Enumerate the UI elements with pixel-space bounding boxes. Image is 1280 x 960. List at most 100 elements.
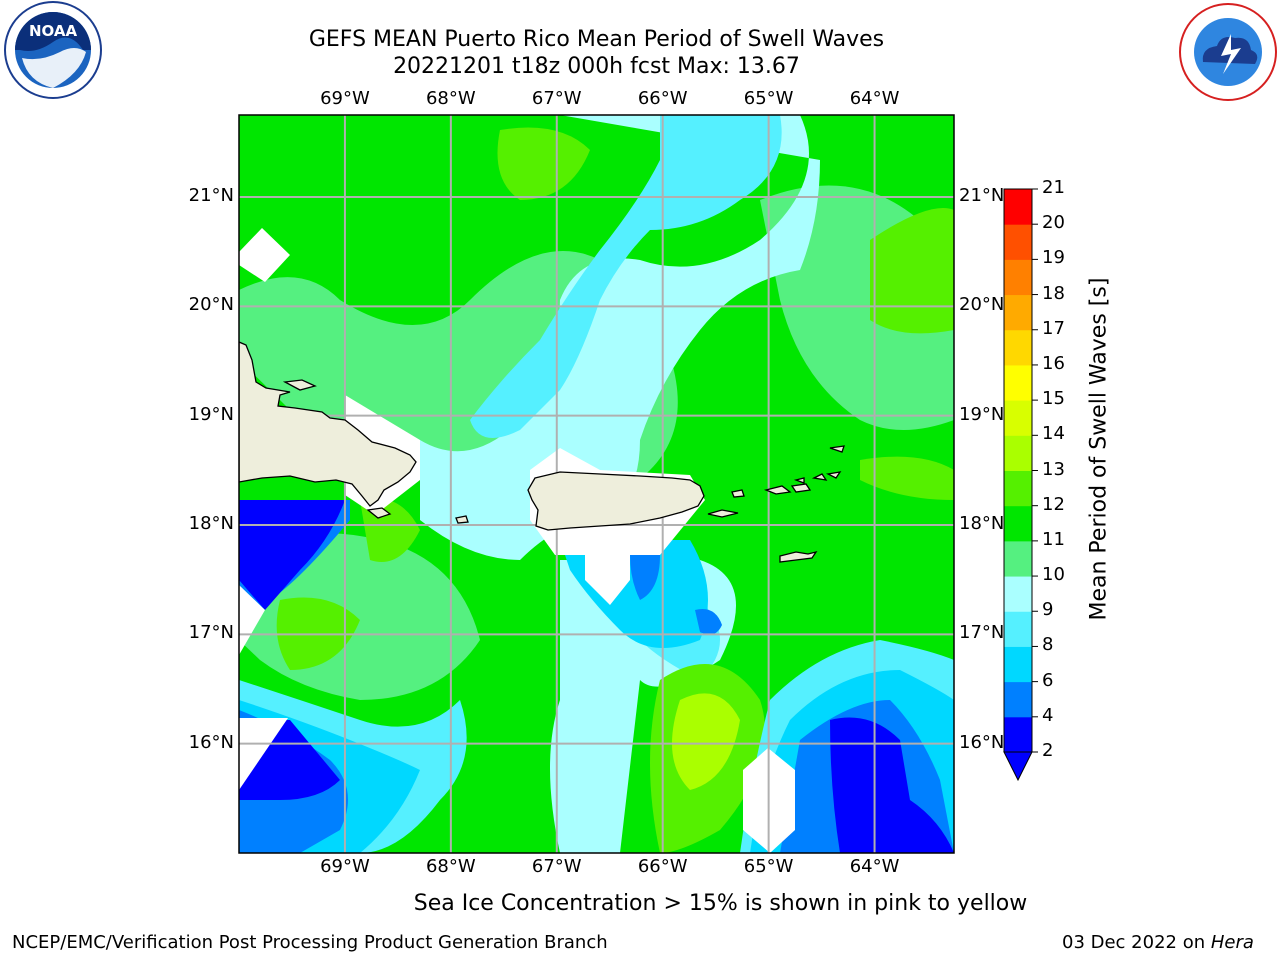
contour-region xyxy=(239,585,265,655)
colorbar-segment xyxy=(1004,364,1032,401)
colorbar-extend-min xyxy=(1003,751,1033,782)
colorbar-tick-label: 12 xyxy=(1042,493,1065,515)
lat-label-left: 20°N xyxy=(188,294,234,316)
hispaniola xyxy=(239,341,417,507)
colorbar-segment xyxy=(1004,611,1032,647)
colorbar-tick-label: 21 xyxy=(1042,177,1065,198)
colorbar-segment xyxy=(1004,646,1032,683)
contour-region xyxy=(239,228,290,282)
virgin-island xyxy=(790,483,812,493)
lon-label-bottom: 64°W xyxy=(849,856,900,877)
contour-region xyxy=(830,717,954,853)
lat-label-left: 19°N xyxy=(188,403,234,425)
date-text: 03 Dec 2022 on xyxy=(1062,932,1211,953)
lon-label-top: 67°W xyxy=(531,88,582,109)
lon-label-bottom: 65°W xyxy=(743,856,794,877)
contour-region xyxy=(239,500,345,610)
colorbar-tick-label: 18 xyxy=(1042,282,1065,304)
colorbar-tick-label: 9 xyxy=(1042,599,1054,621)
lat-label-right: 17°N xyxy=(959,622,1005,644)
contour-region xyxy=(630,555,660,600)
colorbar-segment xyxy=(1004,400,1032,436)
lat-label-left: 16°N xyxy=(188,731,234,753)
colorbar-segment xyxy=(1004,576,1032,612)
colorbar xyxy=(1003,188,1038,782)
contour-region xyxy=(672,693,740,790)
virgin-island xyxy=(829,445,845,453)
colorbar-tick-label: 14 xyxy=(1042,423,1065,445)
colorbar-tick-label: 17 xyxy=(1042,317,1065,339)
lon-label-top: 66°W xyxy=(637,88,688,109)
nws-logo xyxy=(1179,3,1277,101)
virgin-island xyxy=(763,485,792,495)
lon-label-top: 64°W xyxy=(849,88,900,109)
land-masses xyxy=(239,341,845,563)
lon-label-top: 68°W xyxy=(425,88,476,109)
puerto-rico xyxy=(527,471,705,531)
colorbar-tick-label: 4 xyxy=(1042,704,1054,726)
colorbar-tick-label: 11 xyxy=(1042,528,1065,550)
virgin-island xyxy=(811,473,828,481)
virgin-island xyxy=(793,477,805,484)
lat-label-left: 21°N xyxy=(188,185,234,206)
lat-label-right: 21°N xyxy=(959,185,1005,206)
contour-region xyxy=(695,609,722,635)
colorbar-segment xyxy=(1004,540,1032,577)
colorbar-segment xyxy=(1004,189,1032,225)
st-croix-island xyxy=(779,550,818,563)
colorbar-tick-label: 10 xyxy=(1042,564,1065,586)
date-stamp: 03 Dec 2022 on Hera xyxy=(1062,932,1254,953)
lon-label-bottom: 66°W xyxy=(637,856,688,877)
contour-region xyxy=(239,718,288,790)
credit-text: NCEP/EMC/Verification Post Processing Pr… xyxy=(12,932,608,953)
colorbar-tick-label: 6 xyxy=(1042,669,1054,691)
lat-label-right: 16°N xyxy=(959,731,1005,753)
colorbar-segment xyxy=(1004,505,1032,542)
map-frame xyxy=(238,114,955,854)
colorbar-tick-label: 15 xyxy=(1042,388,1065,410)
host-name: Hera xyxy=(1210,932,1254,953)
colorbar-tick-label: 19 xyxy=(1042,247,1065,269)
lat-label-right: 20°N xyxy=(959,294,1005,316)
chart-title: GEFS MEAN Puerto Rico Mean Period of Swe… xyxy=(308,27,885,52)
svg-text:NOAA: NOAA xyxy=(29,22,78,40)
contour-region xyxy=(870,208,954,334)
colorbar-label: Mean Period of Swell Waves [s] xyxy=(1086,277,1112,621)
contour-region xyxy=(470,115,782,438)
saona-island xyxy=(366,507,392,519)
lon-label-bottom: 67°W xyxy=(531,856,582,877)
contour-region xyxy=(420,115,820,560)
lat-label-left: 17°N xyxy=(188,622,234,644)
lon-label-top: 69°W xyxy=(320,88,370,109)
tortuga-island xyxy=(282,379,317,391)
virgin-island xyxy=(825,471,842,479)
lat-label-left: 18°N xyxy=(188,513,234,534)
vieques-island xyxy=(707,509,739,518)
lat-label-right: 19°N xyxy=(959,403,1005,425)
culebra-island xyxy=(731,489,745,498)
colorbar-segment xyxy=(1004,329,1032,366)
mona-island xyxy=(455,515,469,524)
colorbar-tick-label: 13 xyxy=(1042,458,1065,480)
colorbar-tick-label: 16 xyxy=(1042,352,1065,374)
colorbar-segment xyxy=(1004,294,1032,331)
colorbar-segment xyxy=(1004,259,1032,296)
colorbar-segment xyxy=(1004,224,1032,260)
colorbar-segment xyxy=(1004,716,1032,753)
lon-label-bottom: 69°W xyxy=(320,856,370,877)
colorbar-segment xyxy=(1004,435,1032,471)
colorbar-segment xyxy=(1004,681,1032,718)
lon-label-top: 65°W xyxy=(743,88,794,109)
contour-region xyxy=(860,456,954,500)
colorbar-tick-label: 8 xyxy=(1042,634,1054,656)
colorbar-tick-label: 20 xyxy=(1042,212,1065,234)
lon-label-bottom: 68°W xyxy=(425,856,476,877)
lat-label-right: 18°N xyxy=(959,513,1005,534)
chart-subtitle: 20221201 t18z 000h fcst Max: 13.67 xyxy=(393,54,800,79)
sea-ice-note: Sea Ice Concentration > 15% is shown in … xyxy=(413,891,1028,916)
contour-region xyxy=(497,127,590,200)
colorbar-tick-label: 2 xyxy=(1042,740,1054,761)
noaa-logo: NOAA xyxy=(4,1,102,99)
colorbar-segment xyxy=(1004,470,1032,507)
